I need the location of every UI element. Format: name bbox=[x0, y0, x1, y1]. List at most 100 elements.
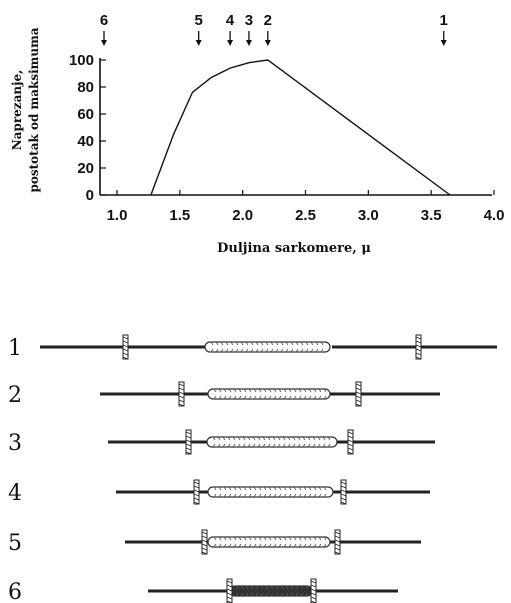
myosin-head bbox=[225, 341, 229, 346]
z-line-hatch bbox=[193, 481, 200, 485]
myosin-head bbox=[255, 592, 259, 597]
myosin-head bbox=[240, 341, 244, 346]
myosin-head bbox=[273, 486, 277, 491]
myosin-head bbox=[313, 486, 317, 491]
myosin-head bbox=[217, 443, 221, 448]
myosin-head bbox=[247, 443, 251, 448]
x-tick-label: 4.0 bbox=[484, 207, 505, 224]
thick-filament bbox=[206, 436, 338, 448]
y-tick-label: 80 bbox=[77, 79, 94, 96]
z-line-hatch bbox=[185, 447, 192, 451]
z-line-hatch bbox=[178, 383, 185, 387]
myosin-head bbox=[223, 388, 227, 393]
z-line-hatch bbox=[193, 501, 200, 505]
myosin-head bbox=[278, 543, 282, 548]
z-line-hatch bbox=[201, 551, 208, 555]
z-line-hatch bbox=[226, 580, 233, 584]
myosin-head bbox=[318, 493, 322, 498]
myosin-head bbox=[238, 493, 242, 498]
y-tick-label: 20 bbox=[77, 160, 94, 177]
myosin-head bbox=[253, 493, 257, 498]
myosin-head bbox=[243, 543, 247, 548]
sarcomere-row-4: 4 bbox=[8, 479, 430, 506]
myosin-head bbox=[305, 348, 309, 353]
z-line-hatch bbox=[355, 399, 362, 403]
myosin-head bbox=[303, 536, 307, 541]
z-line-hatch bbox=[122, 348, 129, 352]
row-number: 2 bbox=[8, 383, 22, 408]
myosin-head bbox=[285, 592, 289, 597]
myosin-head bbox=[303, 493, 307, 498]
myosin-head bbox=[243, 486, 247, 491]
myosin-head bbox=[248, 536, 252, 541]
row-number: 3 bbox=[8, 431, 22, 456]
myosin-head bbox=[227, 436, 231, 441]
z-line-hatch bbox=[415, 336, 422, 340]
z-line-hatch bbox=[193, 497, 200, 501]
myosin-head bbox=[223, 543, 227, 548]
myosin-head bbox=[313, 536, 317, 541]
myosin-head bbox=[250, 592, 254, 597]
myosin-head bbox=[253, 536, 257, 541]
myosin-head bbox=[270, 341, 274, 346]
myosin-head bbox=[283, 395, 287, 400]
myosin-head bbox=[318, 486, 322, 491]
myosin-head bbox=[245, 348, 249, 353]
myosin-head bbox=[230, 348, 234, 353]
myosin-head bbox=[252, 436, 256, 441]
myosin-head bbox=[293, 543, 297, 548]
z-line-hatch bbox=[415, 356, 422, 360]
myosin-head bbox=[218, 536, 222, 541]
myosin-head bbox=[312, 443, 316, 448]
z-line-hatch bbox=[226, 584, 233, 588]
myosin-head bbox=[283, 493, 287, 498]
z-line-hatch bbox=[355, 403, 362, 407]
myosin-head bbox=[263, 493, 267, 498]
myosin-head bbox=[275, 348, 279, 353]
z-line-hatch bbox=[347, 431, 354, 435]
myosin-head bbox=[290, 585, 294, 590]
myosin-head bbox=[243, 388, 247, 393]
myosin-head bbox=[258, 395, 262, 400]
myosin-head bbox=[238, 536, 242, 541]
myosin-head bbox=[233, 395, 237, 400]
marker-arrowhead-1 bbox=[440, 40, 447, 46]
myosin-head bbox=[218, 543, 222, 548]
myosin-head bbox=[228, 486, 232, 491]
marker-label-5: 5 bbox=[195, 12, 203, 29]
myosin-head bbox=[213, 493, 217, 498]
myosin-head bbox=[223, 486, 227, 491]
myosin-head bbox=[240, 585, 244, 590]
z-line-hatch bbox=[185, 443, 192, 447]
myosin-head bbox=[237, 443, 241, 448]
myosin-head bbox=[308, 486, 312, 491]
myosin-head bbox=[250, 585, 254, 590]
z-line-hatch bbox=[347, 439, 354, 443]
myosin-head bbox=[240, 592, 244, 597]
myosin-head bbox=[267, 443, 271, 448]
marker-label-6: 6 bbox=[100, 12, 108, 29]
z-line-hatch bbox=[347, 435, 354, 439]
myosin-head bbox=[308, 493, 312, 498]
myosin-head bbox=[243, 395, 247, 400]
myosin-head bbox=[260, 592, 264, 597]
marker-arrowhead-3 bbox=[245, 40, 252, 46]
myosin-head bbox=[293, 388, 297, 393]
myosin-head bbox=[318, 536, 322, 541]
myosin-head bbox=[228, 388, 232, 393]
myosin-head bbox=[287, 443, 291, 448]
myosin-head bbox=[267, 436, 271, 441]
myosin-head bbox=[312, 436, 316, 441]
myosin-head bbox=[278, 486, 282, 491]
z-line-hatch bbox=[122, 352, 129, 356]
myosin-head bbox=[255, 341, 259, 346]
myosin-head bbox=[213, 543, 217, 548]
marker-label-1: 1 bbox=[440, 12, 448, 29]
myosin-head bbox=[265, 585, 269, 590]
sarcomere-row-3: 3 bbox=[8, 429, 435, 456]
z-line-hatch bbox=[334, 551, 341, 555]
y-axis-label-line2: postotak od maksimuma bbox=[27, 27, 41, 192]
thick-filament bbox=[207, 388, 331, 400]
z-line-hatch bbox=[185, 451, 192, 455]
